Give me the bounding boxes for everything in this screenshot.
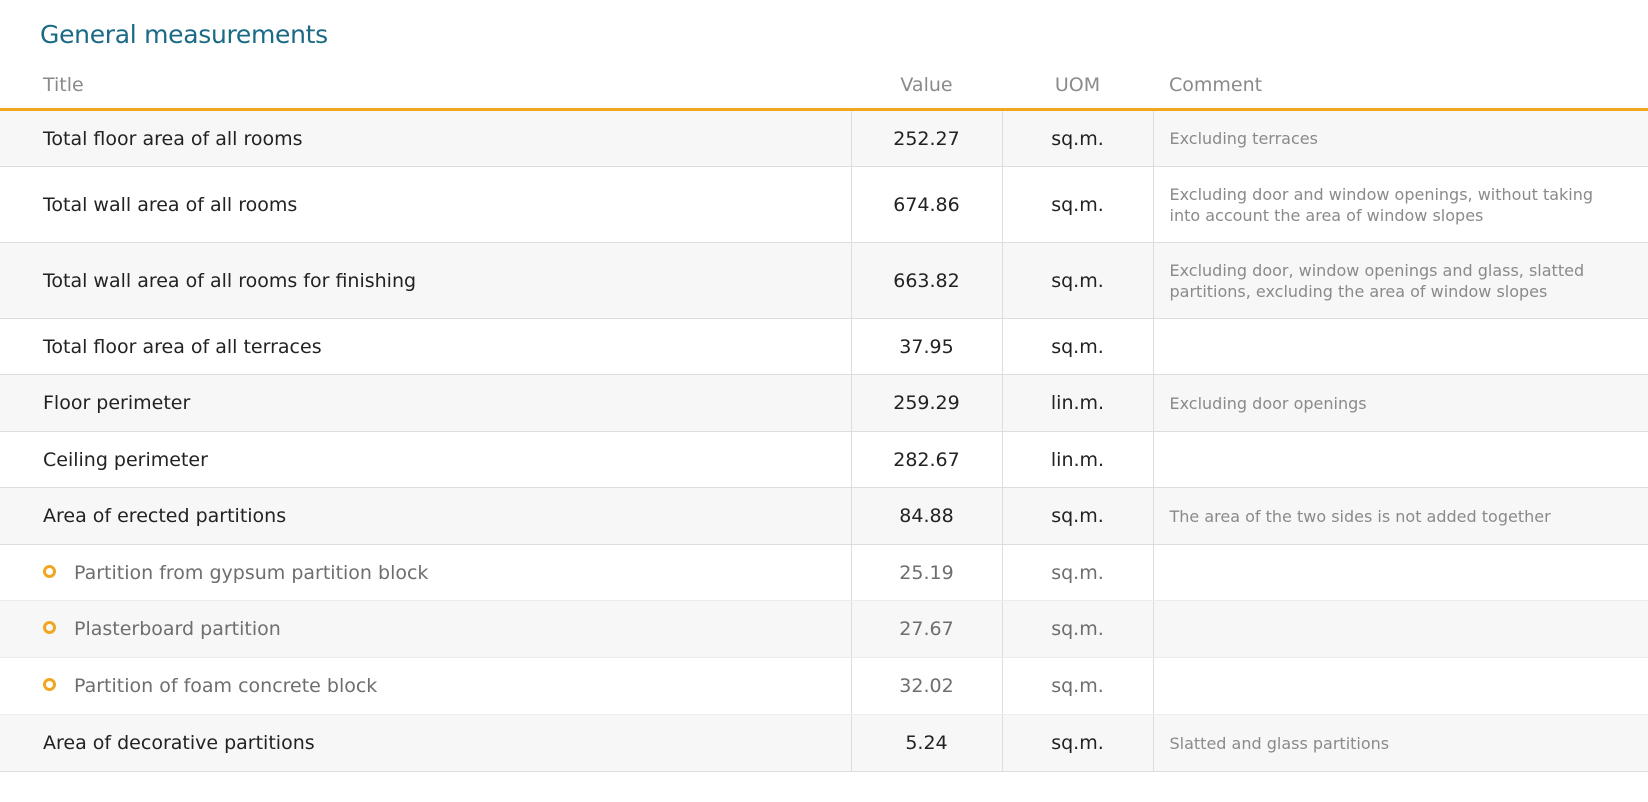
table-row: Total wall area of all rooms 674.86 sq.m… [0, 166, 1648, 243]
row-uom: sq.m. [1001, 544, 1153, 601]
row-value: 259.29 [850, 374, 1002, 432]
bullet-circle-icon [43, 621, 56, 634]
table-row: Area of erected partitions 84.88 sq.m. T… [0, 487, 1648, 545]
row-uom: sq.m. [1001, 487, 1153, 545]
row-comment: The area of the two sides is not added t… [1152, 487, 1648, 545]
row-title: Total wall area of all rooms for finishi… [0, 242, 851, 319]
row-title: Partition of foam concrete block [0, 657, 851, 715]
row-title: Total floor area of all rooms [0, 109, 851, 167]
page-title: General measurements [40, 20, 328, 49]
row-value: 84.88 [850, 487, 1002, 545]
table-row: Partition from gypsum partition block 25… [0, 544, 1648, 601]
row-comment [1152, 318, 1648, 375]
row-comment [1152, 431, 1648, 488]
row-value: 252.27 [850, 109, 1002, 167]
table-row: Total floor area of all rooms 252.27 sq.… [0, 109, 1648, 167]
table-row: Total wall area of all rooms for finishi… [0, 242, 1648, 319]
row-uom: lin.m. [1001, 431, 1153, 488]
row-title-text: Plasterboard partition [74, 618, 281, 640]
row-title: Area of erected partitions [0, 487, 851, 545]
row-title: Total wall area of all rooms [0, 166, 851, 243]
row-title: Plasterboard partition [0, 600, 851, 658]
row-value: 5.24 [850, 714, 1002, 772]
row-comment [1152, 544, 1648, 601]
row-value: 282.67 [850, 431, 1002, 488]
table-row: Area of decorative partitions 5.24 sq.m.… [0, 714, 1648, 772]
row-uom: sq.m. [1001, 242, 1153, 319]
row-value: 25.19 [850, 544, 1002, 601]
row-uom: lin.m. [1001, 374, 1153, 432]
row-value: 37.95 [850, 318, 1002, 375]
row-comment: Excluding door and window openings, with… [1152, 166, 1648, 243]
row-comment: Excluding door, window openings and glas… [1152, 242, 1648, 319]
row-value: 663.82 [850, 242, 1002, 319]
row-comment [1152, 600, 1648, 658]
row-uom: sq.m. [1001, 166, 1153, 243]
row-uom: sq.m. [1001, 600, 1153, 658]
row-value: 27.67 [850, 600, 1002, 658]
column-header-uom[interactable]: UOM [1002, 62, 1153, 111]
column-header-title[interactable]: Title [0, 62, 851, 111]
row-title-text: Partition of foam concrete block [74, 675, 378, 697]
row-comment [1152, 657, 1648, 715]
table-row: Plasterboard partition 27.67 sq.m. [0, 600, 1648, 658]
bullet-circle-icon [43, 564, 56, 578]
row-comment: Excluding door openings [1152, 374, 1648, 432]
column-header-comment[interactable]: Comment [1153, 62, 1648, 111]
table-header-row: Title Value UOM Comment [0, 62, 1648, 111]
row-comment: Excluding terraces [1152, 109, 1648, 167]
row-value: 674.86 [850, 166, 1002, 243]
row-uom: sq.m. [1001, 109, 1153, 167]
table-row: Ceiling perimeter 282.67 lin.m. [0, 431, 1648, 488]
row-title: Ceiling perimeter [0, 431, 851, 488]
row-comment: Slatted and glass partitions [1152, 714, 1648, 772]
row-uom: sq.m. [1001, 318, 1153, 375]
bullet-circle-icon [43, 678, 56, 691]
row-title: Floor perimeter [0, 374, 851, 432]
table-row: Partition of foam concrete block 32.02 s… [0, 657, 1648, 715]
row-title: Area of decorative partitions [0, 714, 851, 772]
row-title: Total floor area of all terraces [0, 318, 851, 375]
row-title-text: Partition from gypsum partition block [74, 561, 429, 584]
measurements-table: Title Value UOM Comment Total floor area… [0, 62, 1648, 772]
column-header-value[interactable]: Value [851, 62, 1002, 111]
row-uom: sq.m. [1001, 714, 1153, 772]
row-value: 32.02 [850, 657, 1002, 715]
table-row: Floor perimeter 259.29 lin.m. Excluding … [0, 374, 1648, 432]
row-title: Partition from gypsum partition block [0, 544, 851, 601]
table-row: Total floor area of all terraces 37.95 s… [0, 318, 1648, 375]
row-uom: sq.m. [1001, 657, 1153, 715]
